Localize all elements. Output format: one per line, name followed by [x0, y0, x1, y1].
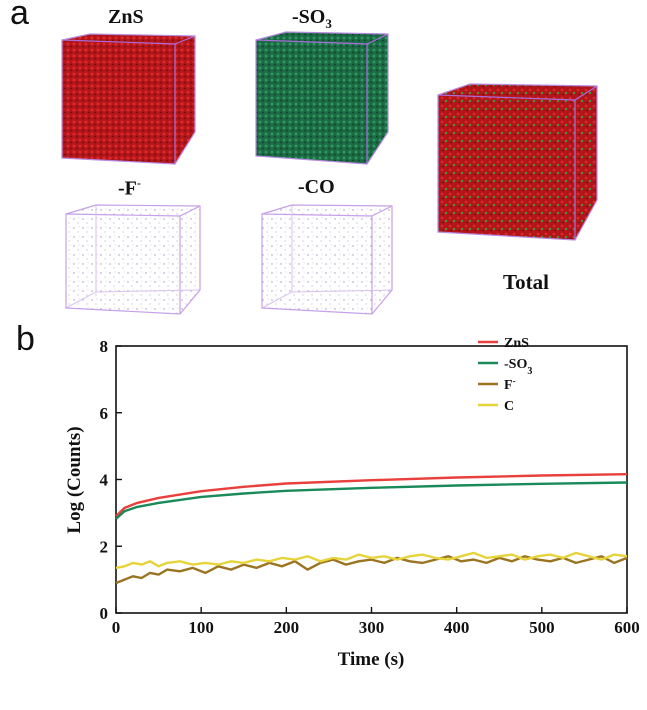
legend-label-sup: - — [513, 376, 516, 386]
so3-cube — [255, 31, 389, 165]
f-cube — [65, 204, 201, 315]
zns-cube — [61, 33, 196, 165]
x-tick-label: 200 — [274, 618, 300, 637]
panel-b-letter: b — [16, 320, 35, 358]
series-line-so — [115, 481, 628, 520]
y-tick-label: 4 — [100, 471, 109, 490]
x-tick-label: 300 — [359, 618, 385, 637]
legend-label: ZnS — [504, 336, 529, 351]
y-tick-label: 0 — [100, 604, 109, 623]
x-tick-label: 400 — [444, 618, 470, 637]
cube-label-zns: ZnS — [108, 6, 144, 28]
cube-renderings — [61, 31, 598, 315]
line-chart: 0 100 200 300 400 500 600 0 2 4 6 8 Time (s) Log (C… — [64, 336, 640, 670]
legend-label: C — [504, 399, 514, 414]
total-cube — [437, 83, 598, 241]
legend-label-sub: 3 — [527, 366, 532, 377]
series-line-zns — [115, 473, 628, 518]
panel-a-letter: a — [10, 0, 29, 32]
cube-label-total: Total — [503, 270, 549, 294]
cube-label-co: -CO — [298, 176, 335, 198]
y-axis-label: Log (Counts) — [64, 426, 85, 533]
co-cube — [261, 204, 393, 315]
x-tick-label: 500 — [529, 618, 555, 637]
y-tick-label: 8 — [100, 337, 109, 356]
cube-label-so3: -SO3 — [292, 6, 332, 32]
cube-label-f-text: -F — [118, 177, 137, 200]
legend-label: -SO3 — [504, 357, 532, 377]
y-tick-label: 6 — [100, 404, 109, 423]
cube-label-so3-sub: 3 — [325, 16, 332, 31]
x-tick-label: 600 — [614, 618, 640, 637]
x-tick-label: 100 — [188, 618, 214, 637]
y-tick-label: 2 — [100, 537, 109, 556]
legend-label: F- — [504, 376, 516, 393]
cube-label-f-sup: - — [136, 176, 141, 190]
series-line-f — [115, 555, 628, 585]
x-tick-label: 0 — [112, 618, 121, 637]
cube-label-so3-text: -SO — [292, 6, 326, 28]
x-axis-label: Time (s) — [338, 649, 405, 670]
series-line-c — [115, 551, 628, 570]
cube-label-f: -F- — [118, 176, 141, 201]
